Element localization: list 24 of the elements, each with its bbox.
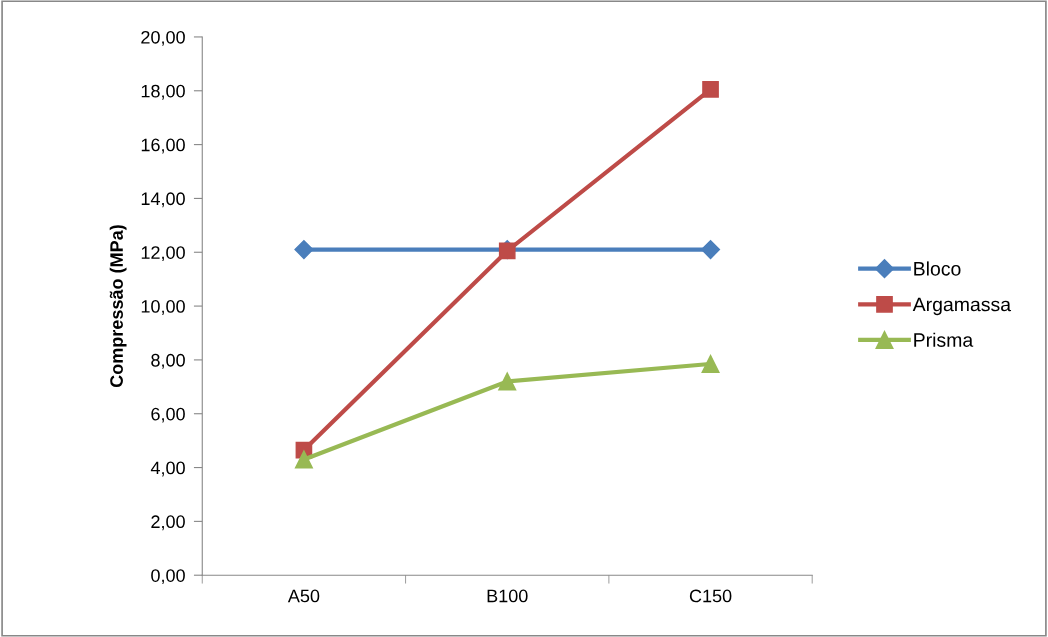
x-tick-label: B100 [487, 589, 528, 603]
point [702, 81, 719, 98]
y-tick-label: 6,00 [151, 407, 185, 423]
point [498, 372, 517, 391]
point [701, 354, 720, 373]
point [701, 240, 721, 260]
y-tick-label: 20,00 [141, 30, 185, 46]
legend-label: Argamassa [912, 297, 1012, 316]
y-tick-label: 2,00 [151, 515, 185, 531]
y-tick-label: 16,00 [141, 138, 185, 154]
y-tick-label: 14,00 [141, 192, 185, 208]
x-tick-label: A50 [287, 589, 320, 603]
point [294, 450, 313, 469]
y-tick-label: 10,00 [141, 300, 185, 315]
y-tick-label: 12,00 [141, 246, 185, 262]
y-tick-label: 4,00 [150, 461, 185, 477]
y-tick-label: 18,00 [141, 84, 185, 100]
y-tick-label: 0,00 [151, 569, 185, 585]
legend-label: Bloco [914, 261, 961, 276]
legend-label: Prisma [914, 332, 974, 347]
y-tick-label: 8,00 [151, 353, 185, 369]
x-tick-label: C150 [689, 589, 732, 603]
y-axis-title: Compressão (MPa) [109, 225, 127, 388]
point [294, 240, 314, 260]
